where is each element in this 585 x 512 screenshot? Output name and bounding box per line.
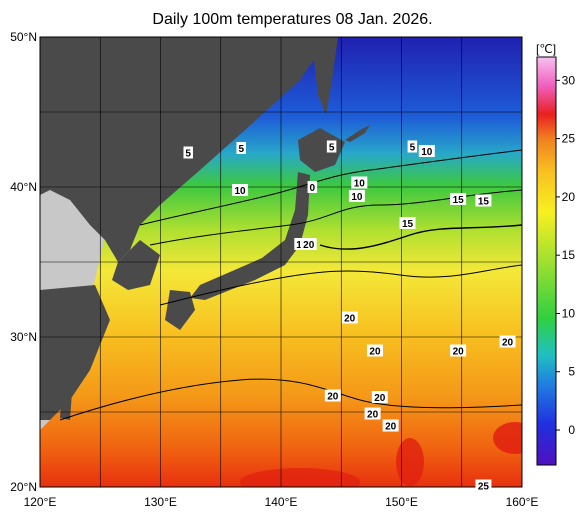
kuril-islands <box>345 125 370 142</box>
latitude-tick-label: 20°N <box>10 480 37 494</box>
contour-label: 20 <box>344 314 356 325</box>
colorbar-tick-label: 20 <box>562 190 576 204</box>
kyushu-landmass <box>165 290 195 330</box>
colorbar-tick-label: 15 <box>562 248 576 262</box>
contour-label: 20 <box>385 422 397 433</box>
contour-label: 15 <box>453 195 465 206</box>
isotherm-20 <box>159 264 522 306</box>
contour-label: 20 <box>303 240 315 251</box>
contour-label: 20 <box>502 338 514 349</box>
contour-label: 5 <box>329 143 335 154</box>
korean-peninsula-landmass <box>112 240 160 290</box>
contour-label-bg <box>364 407 381 420</box>
isotherm-10 <box>149 189 522 246</box>
contour-label-bg <box>475 194 492 207</box>
longitude-tick-label: 130°E <box>144 495 177 509</box>
colorbar-tick-label: 30 <box>562 73 576 87</box>
contour-label-bg <box>382 419 399 432</box>
contour-label: 5 <box>238 144 244 155</box>
contour-label: 1 <box>296 240 302 251</box>
colorbar-tick-label: 10 <box>562 306 576 320</box>
contour-label-bg <box>300 238 317 250</box>
sakhalin-landmass <box>314 37 338 115</box>
contour-label: 20 <box>369 347 381 358</box>
warm-eddy <box>493 422 522 454</box>
contour-label-bg <box>351 176 368 189</box>
china-coast-landmass <box>40 285 110 420</box>
warm-eddy <box>240 468 360 487</box>
contour-label-bg <box>450 344 467 357</box>
latitude-tick-label: 30°N <box>10 330 37 344</box>
contour-label-bg <box>348 190 365 202</box>
contour-label: 20 <box>327 392 339 403</box>
contour-label: 5 <box>410 143 416 154</box>
contour-label-bg <box>450 193 467 205</box>
colorbar: [℃] 30 25 20 15 10 5 0 <box>536 42 575 466</box>
contour-label-bg <box>399 217 416 229</box>
colorbar-tick-label: 25 <box>562 132 576 146</box>
contour-label: 0 <box>310 183 316 194</box>
contour-label-bg <box>294 238 304 250</box>
longitude-tick-label: 140°E <box>265 495 298 509</box>
contour-label: 25 <box>478 482 490 493</box>
map-title: Daily 100m temperatures 08 Jan. 2026. <box>152 11 433 28</box>
warm-eddy <box>396 438 424 486</box>
longitude-tick-label: 160°E <box>506 495 539 509</box>
isotherm-15 <box>319 224 522 250</box>
contour-label-bg <box>366 344 383 357</box>
contour-label-bg <box>307 181 318 193</box>
contour-label: 10 <box>234 186 246 197</box>
colorbar-tick-label: 0 <box>568 423 575 437</box>
contour-label: 20 <box>367 410 379 421</box>
contour-label: 20 <box>453 347 465 358</box>
contour-label: 20 <box>374 393 386 404</box>
contour-label-bg <box>407 140 418 153</box>
contour-label-bg <box>499 335 516 348</box>
contour-label: 15 <box>478 197 490 208</box>
contour-label-bg <box>326 140 337 153</box>
contour-label-bg <box>236 142 246 154</box>
longitude-tick-label: 120°E <box>24 495 57 509</box>
contour-label-bg <box>324 389 341 402</box>
colorbar-unit: [℃] <box>536 42 556 56</box>
colorbar-scale <box>536 56 557 466</box>
contour-label: 10 <box>351 192 363 203</box>
map-graticule <box>40 37 522 487</box>
longitude-tick-label: 150°E <box>385 495 418 509</box>
isotherm-5 <box>139 149 522 226</box>
contour-label: 10 <box>421 147 433 158</box>
contour-label: 10 <box>354 179 366 190</box>
contour-label: 5 <box>185 149 191 160</box>
contour-label-bg <box>232 184 249 196</box>
contour-label-bg <box>371 391 388 403</box>
contour-label-bg <box>341 311 358 324</box>
contour-label-bg <box>418 145 435 157</box>
latitude-tick-label: 50°N <box>10 30 37 44</box>
hokkaido-landmass <box>298 128 345 172</box>
honshu-landmass <box>190 172 310 300</box>
latitude-tick-label: 40°N <box>10 180 37 194</box>
colorbar-tick-label: 5 <box>568 365 575 379</box>
isotherm-25 <box>59 378 522 421</box>
taiwan-landmass <box>60 390 72 420</box>
contour-label-bg <box>183 146 193 159</box>
contour-label: 15 <box>402 219 414 230</box>
colorbar-ticks: 30 25 20 15 10 5 0 <box>556 73 575 437</box>
contour-label-bg <box>475 479 492 492</box>
map-frame <box>39 36 523 488</box>
